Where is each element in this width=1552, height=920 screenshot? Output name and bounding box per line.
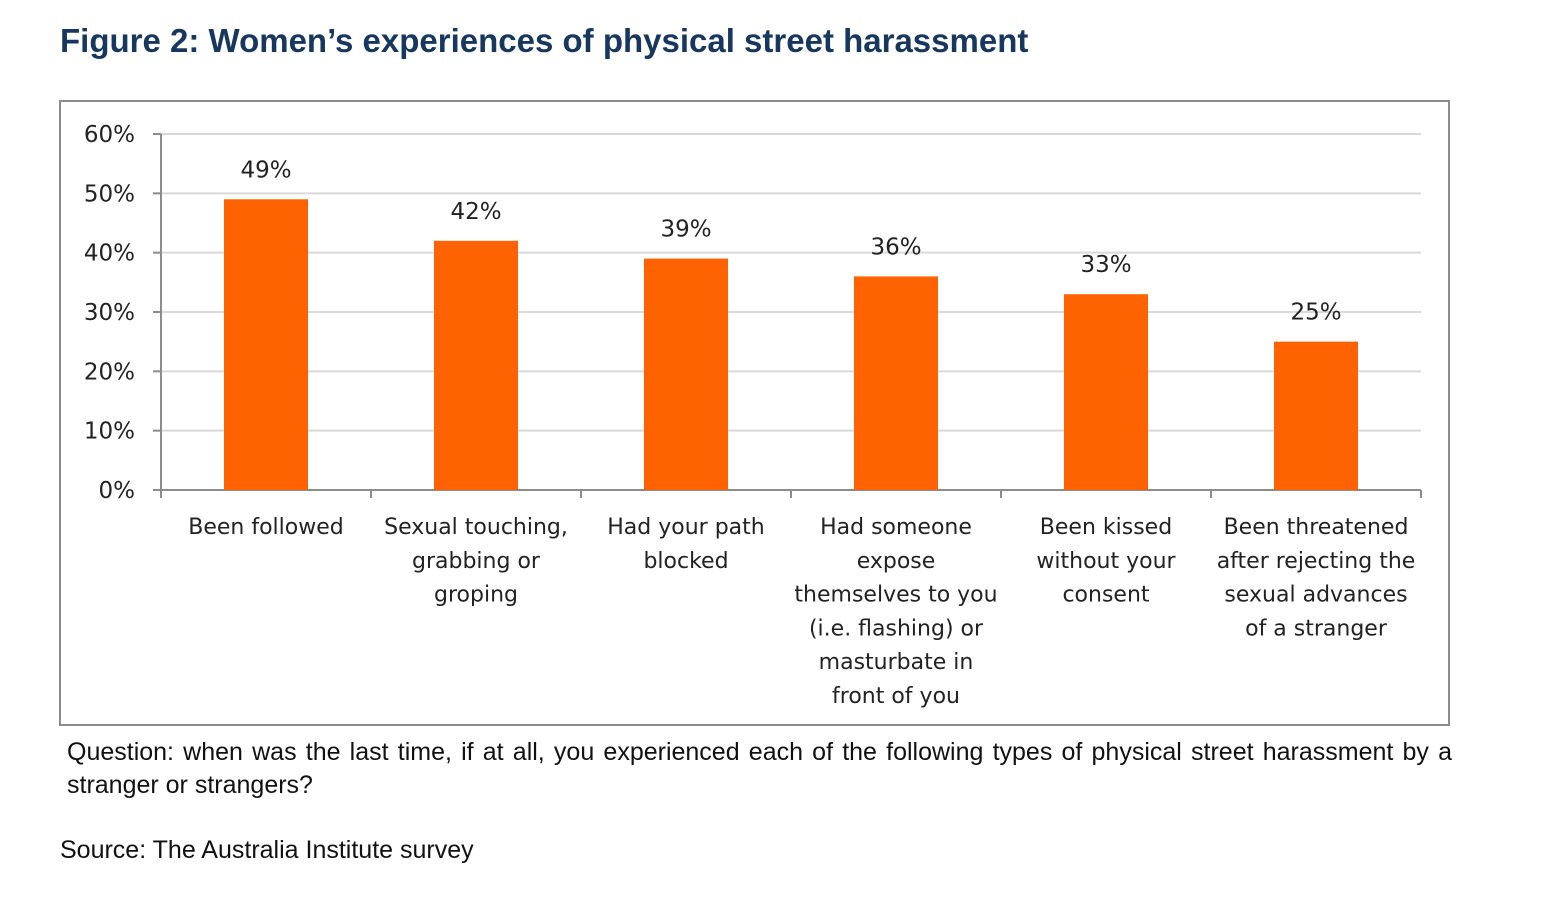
category-label: blocked <box>643 549 728 574</box>
data-label: 33% <box>1080 252 1131 278</box>
category-label: Been kissed <box>1040 515 1172 540</box>
data-label: 39% <box>660 217 711 243</box>
data-label: 36% <box>870 234 921 260</box>
bar <box>434 240 518 490</box>
category-label: groping <box>434 583 518 608</box>
category-label: (i.e. flashing) or <box>809 616 984 641</box>
category-label: Had your path <box>607 515 764 540</box>
category-label: Sexual touching, <box>384 515 568 540</box>
category-label: without your <box>1036 549 1176 574</box>
y-tick-label: 40% <box>84 241 135 267</box>
category-label: Been followed <box>188 515 343 540</box>
bar <box>224 199 308 490</box>
category-label: expose <box>857 549 936 574</box>
y-tick-label: 60% <box>84 122 135 148</box>
y-tick-label: 20% <box>84 359 135 385</box>
y-tick-label: 0% <box>99 478 136 504</box>
data-label: 49% <box>240 157 291 183</box>
question-note: Question: when was the last time, if at … <box>67 738 1452 799</box>
data-label: 25% <box>1290 300 1341 326</box>
y-tick-label: 10% <box>84 419 135 445</box>
chart-frame: 0% 10% 20% 30% 40% 50% 60% 49% Been followed 42% S… <box>59 100 1450 726</box>
figure-title: Figure 2: Women’s experiences of physica… <box>60 22 1029 59</box>
bar <box>1064 294 1148 490</box>
category-label: themselves to you <box>794 583 997 608</box>
category-label: masturbate in <box>819 650 974 675</box>
category-label: front of you <box>832 684 960 709</box>
source-note: Source: The Australia Institute survey <box>60 836 474 864</box>
data-label: 42% <box>450 199 501 225</box>
category-label: sexual advances <box>1224 583 1407 608</box>
category-label: consent <box>1062 583 1149 608</box>
bar <box>1274 341 1358 490</box>
category-label: after rejecting the <box>1217 549 1416 574</box>
category-label: grabbing or <box>412 549 541 574</box>
bar <box>854 276 938 490</box>
category-label: Had someone <box>820 515 972 540</box>
category-label: of a stranger <box>1245 616 1388 641</box>
bar-chart: 0% 10% 20% 30% 40% 50% 60% 49% Been followed 42% S… <box>84 122 1422 709</box>
y-tick-label: 30% <box>84 300 135 326</box>
y-tick-label: 50% <box>84 181 135 207</box>
category-label: Been threatened <box>1224 515 1409 540</box>
bar <box>644 258 728 490</box>
